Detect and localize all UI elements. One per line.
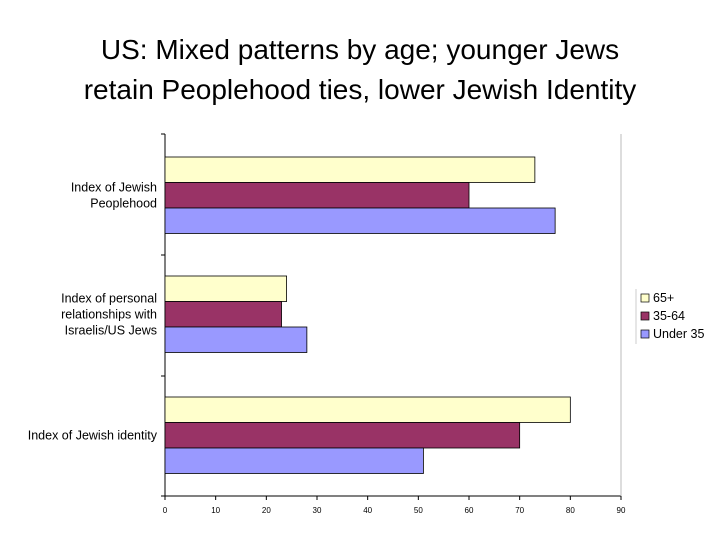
category-label-1-1: relationships with (61, 307, 157, 321)
x-tick-label-7: 70 (515, 506, 524, 515)
x-tick-label-1: 10 (211, 506, 220, 515)
title-line-2: retain Peoplehood ties, lower Jewish Ide… (83, 74, 637, 105)
x-tick-label-5: 50 (414, 506, 423, 515)
title-line-1: US: Mixed patterns by age; younger Jews (100, 34, 620, 65)
bar-2-0 (164, 396, 571, 423)
bar-2-1 (164, 422, 521, 449)
legend-swatch-0 (640, 293, 650, 303)
x-tick-label-8: 80 (566, 506, 575, 515)
x-tick-label-3: 30 (313, 506, 322, 515)
bar-1-1 (164, 301, 282, 328)
legend-label-2: Under 35 (653, 327, 704, 341)
legend-label-1: 35-64 (653, 309, 685, 323)
bar-0-1 (164, 182, 470, 209)
x-tick-label-4: 40 (363, 506, 372, 515)
category-label-0-0: Index of Jewish (71, 180, 157, 194)
bar-1-2 (164, 326, 308, 353)
bar-1-0 (164, 275, 287, 302)
legend-swatch-2 (640, 329, 650, 339)
bar-0-2 (164, 207, 556, 234)
x-tick-label-6: 60 (465, 506, 474, 515)
x-tick-label-9: 90 (617, 506, 626, 515)
category-label-0-1: Peoplehood (90, 196, 157, 210)
legend-swatch-1 (640, 311, 650, 321)
category-label-1-0: Index of personal (61, 291, 157, 305)
chart-title: US: Mixed patterns by age; younger Jews … (0, 30, 720, 110)
bar-0-0 (164, 156, 536, 183)
category-label-2-0: Index of Jewish identity (28, 428, 158, 442)
x-tick-label-0: 0 (163, 506, 168, 515)
bar-2-2 (164, 447, 424, 474)
legend-label-0: 65+ (653, 291, 674, 305)
x-tick-label-2: 20 (262, 506, 271, 515)
category-label-1-2: Israelis/US Jews (65, 323, 157, 337)
